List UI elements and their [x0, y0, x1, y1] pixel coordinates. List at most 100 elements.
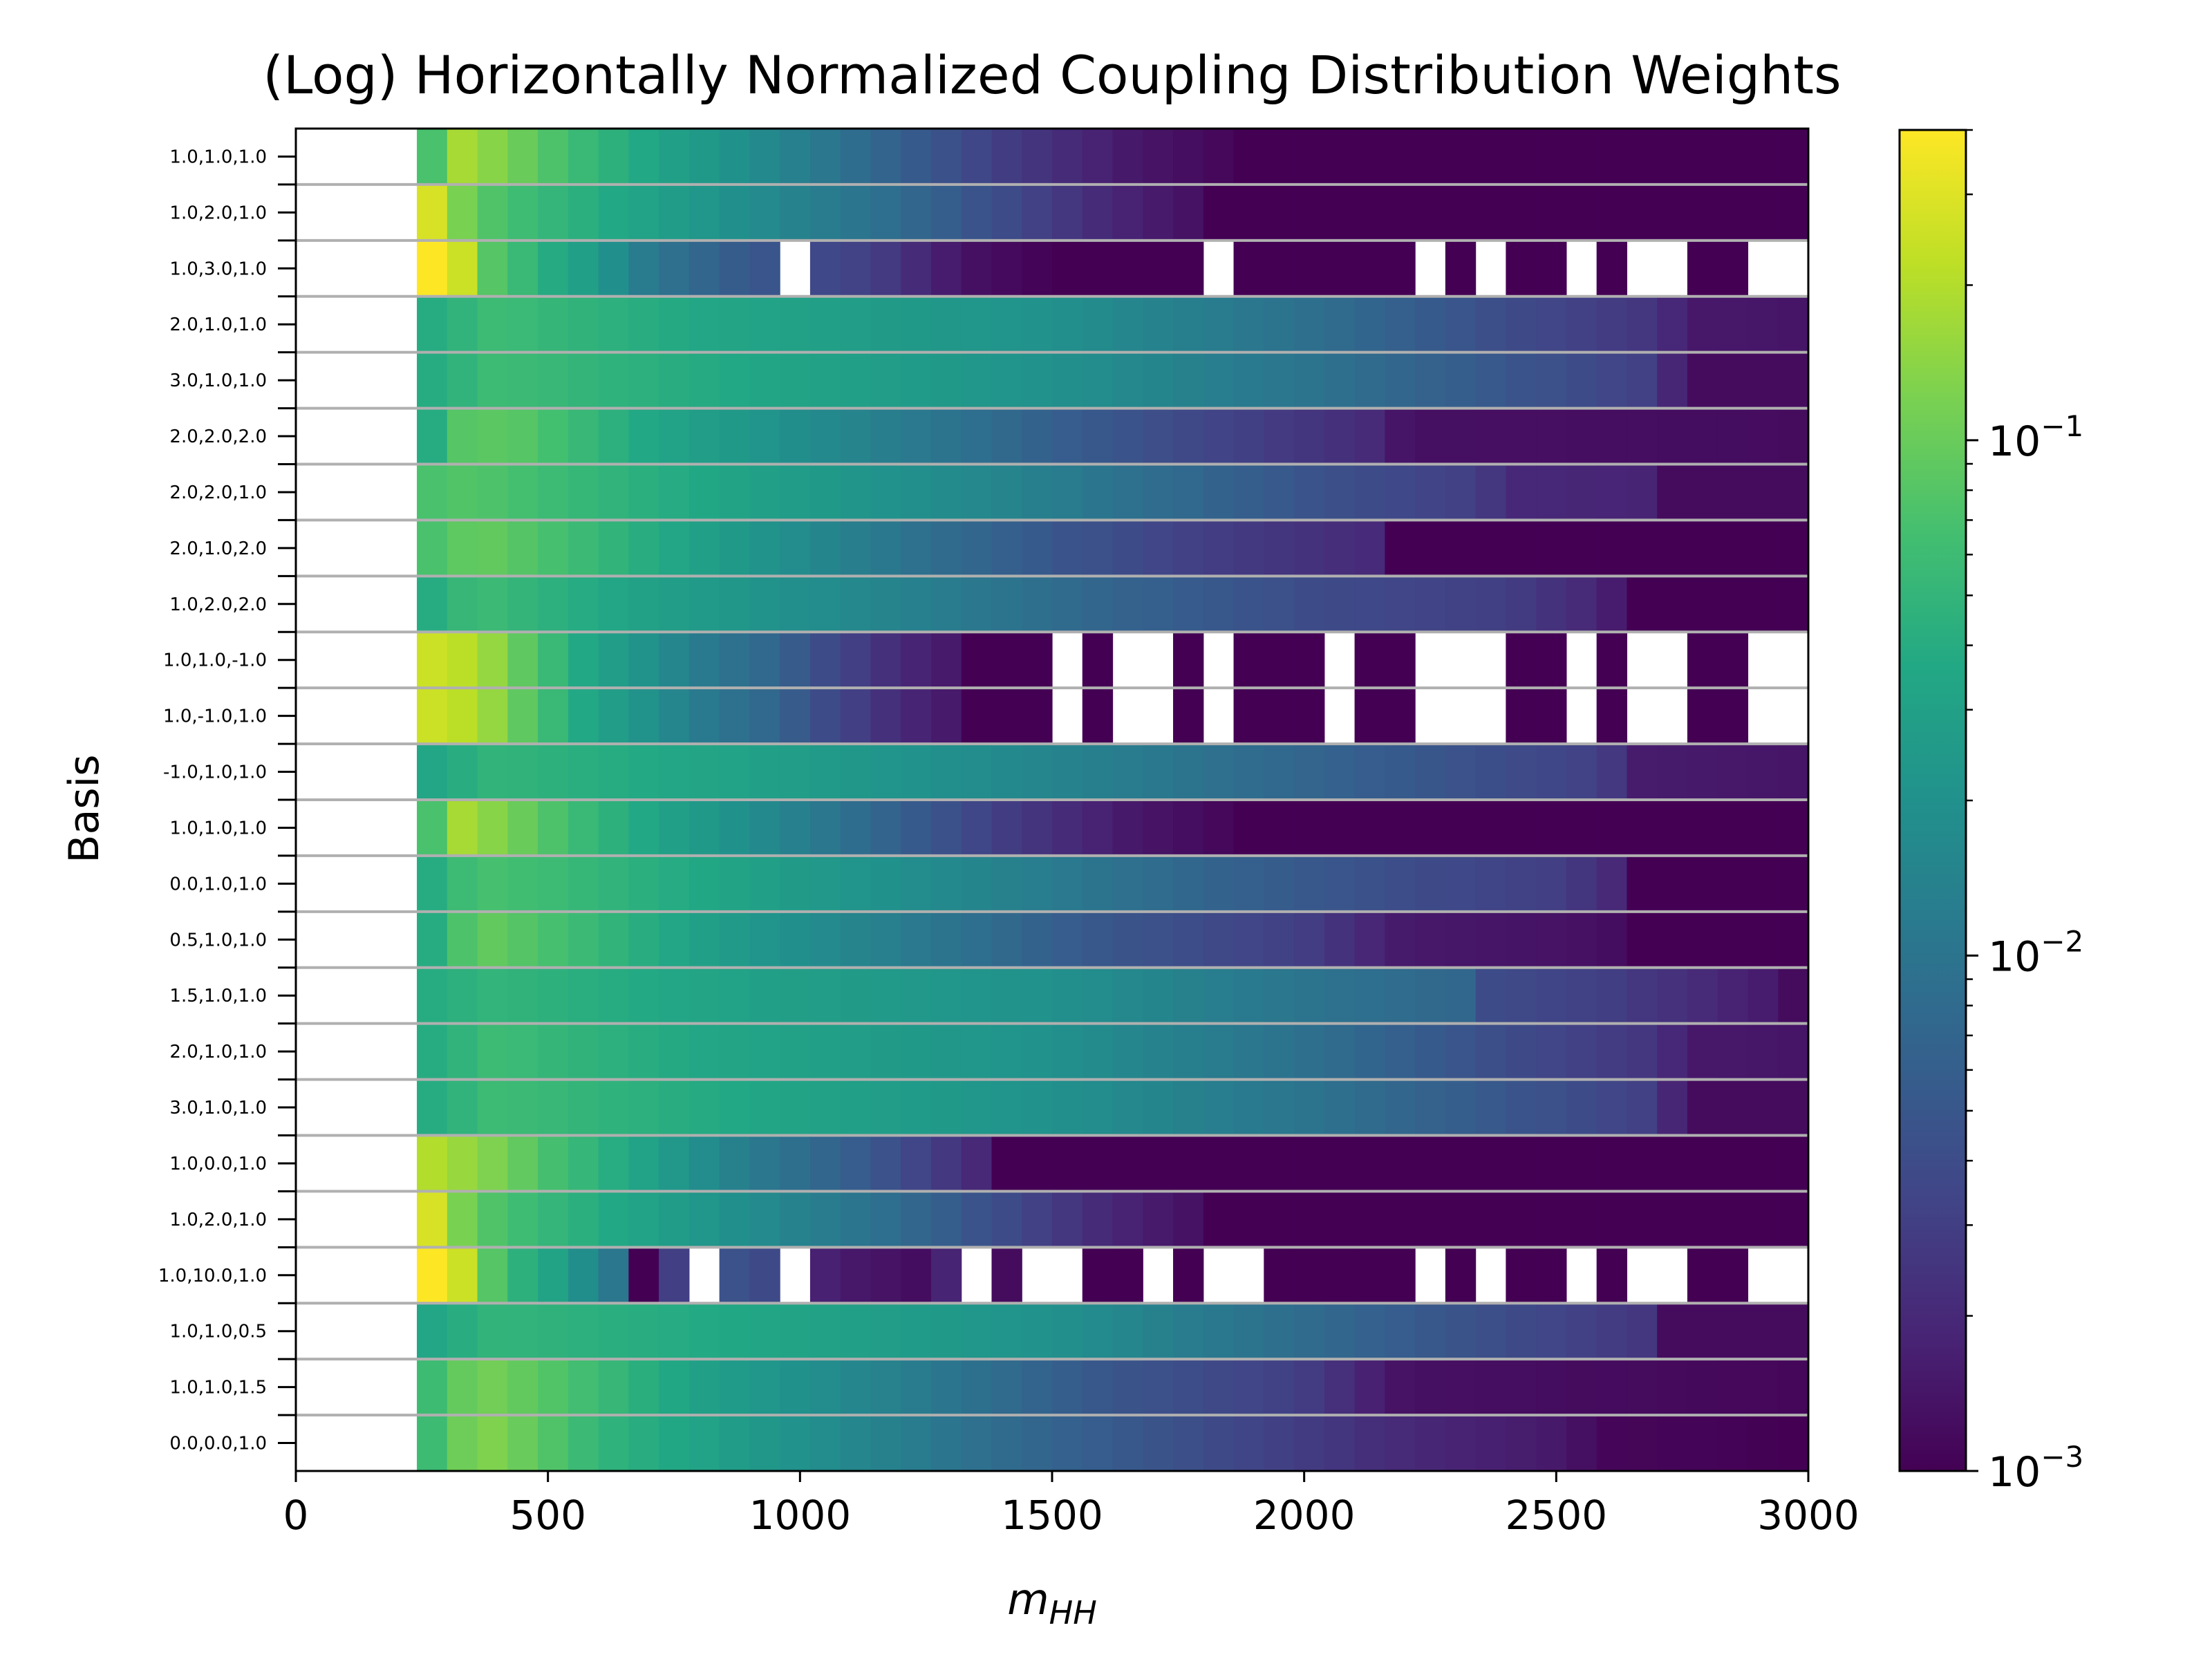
heatmap-cell — [719, 352, 750, 409]
colorbar-tick-exponent: −2 — [2041, 924, 2083, 958]
heatmap-cell — [991, 855, 1022, 912]
heatmap-cell — [1203, 1135, 1235, 1192]
heatmap-cell — [1052, 520, 1083, 577]
heatmap-cell — [1173, 967, 1204, 1024]
heatmap-cell — [1082, 352, 1114, 409]
heatmap-cell — [991, 240, 1022, 297]
heatmap-cell — [417, 632, 448, 688]
heatmap-cell — [1264, 296, 1295, 353]
heatmap-cell — [568, 352, 599, 409]
heatmap-cell — [1596, 688, 1628, 744]
heatmap-cell — [961, 240, 993, 297]
heatmap-cell — [628, 688, 659, 744]
heatmap-cell — [1506, 967, 1537, 1024]
heatmap-cell — [719, 855, 750, 912]
heatmap-cell — [749, 911, 780, 968]
heatmap-cell — [1506, 744, 1537, 800]
heatmap-cell — [930, 352, 962, 409]
heatmap-cell — [930, 967, 962, 1024]
heatmap-cell — [1052, 464, 1083, 521]
heatmap-cell — [417, 855, 448, 912]
heatmap-cell — [961, 855, 993, 912]
heatmap-cell — [659, 632, 690, 688]
heatmap-cell — [809, 240, 841, 297]
heatmap-cell — [598, 744, 629, 800]
heatmap-cell — [538, 744, 569, 800]
heatmap-cell — [417, 1135, 448, 1192]
heatmap-cell — [719, 520, 750, 577]
heatmap-cell — [1082, 744, 1114, 800]
heatmap-cell — [1385, 1415, 1416, 1472]
heatmap-cell — [901, 632, 932, 688]
heatmap-cell — [1747, 129, 1779, 185]
heatmap-cell — [1324, 1359, 1356, 1416]
heatmap-cell — [1173, 240, 1204, 297]
heatmap-cell — [1173, 296, 1204, 353]
heatmap-cell — [1233, 632, 1264, 688]
heatmap-cell — [628, 1415, 659, 1472]
heatmap-cell — [1173, 1415, 1204, 1472]
heatmap-cell — [507, 464, 538, 521]
heatmap-cell — [1294, 520, 1325, 577]
heatmap-cell — [417, 240, 448, 297]
heatmap-cell — [1022, 1079, 1053, 1136]
heatmap-cell — [447, 240, 478, 297]
heatmap-cell — [1022, 184, 1053, 241]
heatmap-cell — [780, 1079, 811, 1136]
heatmap-cell — [628, 576, 659, 632]
heatmap-cell — [749, 1415, 780, 1472]
heatmap-cell — [1596, 1191, 1628, 1248]
heatmap-cell — [1354, 1135, 1385, 1192]
heatmap-cell — [1627, 464, 1658, 521]
heatmap-cell — [1415, 352, 1446, 409]
heatmap-cell — [870, 129, 901, 185]
heatmap-cell — [1687, 1023, 1718, 1080]
heatmap-cell — [447, 1191, 478, 1248]
heatmap-cell — [1506, 296, 1537, 353]
heatmap-cell — [598, 576, 629, 632]
heatmap-cell — [1385, 688, 1416, 744]
heatmap-cell — [1082, 1191, 1114, 1248]
heatmap-cell — [1264, 967, 1295, 1024]
heatmap-cell — [1324, 911, 1356, 968]
heatmap-cell — [1506, 1023, 1537, 1080]
heatmap-cell — [930, 1359, 962, 1416]
heatmap-cell — [749, 576, 780, 632]
heatmap-cell — [1082, 129, 1114, 185]
heatmap-cell — [901, 1359, 932, 1416]
heatmap-cell — [1445, 744, 1477, 800]
heatmap-cell — [598, 632, 629, 688]
heatmap-cell — [1536, 911, 1567, 968]
heatmap-cell — [659, 1023, 690, 1080]
heatmap-cell — [1264, 1359, 1295, 1416]
heatmap-cell — [1687, 1135, 1718, 1192]
heatmap-cell — [870, 408, 901, 465]
heatmap-cell — [991, 911, 1022, 968]
heatmap-cell — [809, 1135, 841, 1192]
heatmap-cell — [1596, 1359, 1628, 1416]
heatmap-cell — [538, 296, 569, 353]
heatmap-cell — [1143, 464, 1174, 521]
heatmap-cell — [1173, 1135, 1204, 1192]
heatmap-cell — [1475, 352, 1506, 409]
colorbar-tick-label: 10−3 — [1988, 1440, 2083, 1497]
heatmap-cell — [1324, 184, 1356, 241]
heatmap-cell — [1506, 855, 1537, 912]
heatmap-cell — [1687, 1079, 1718, 1136]
heatmap-cell — [1112, 464, 1143, 521]
heatmap-cell — [1596, 296, 1628, 353]
heatmap-cell — [568, 1359, 599, 1416]
heatmap-cell — [1566, 1079, 1597, 1136]
heatmap-cell — [1143, 184, 1174, 241]
heatmap-cell — [688, 1023, 720, 1080]
heatmap-cell — [1657, 1359, 1688, 1416]
heatmap-cell — [1052, 352, 1083, 409]
heatmap-cell — [719, 800, 750, 856]
heatmap-cell — [1596, 744, 1628, 800]
heatmap-cell — [538, 240, 569, 297]
heatmap-cell — [568, 184, 599, 241]
heatmap-cell — [1778, 1023, 1809, 1080]
heatmap-cell — [628, 1023, 659, 1080]
heatmap-cell — [1475, 855, 1506, 912]
heatmap-cell — [719, 129, 750, 185]
